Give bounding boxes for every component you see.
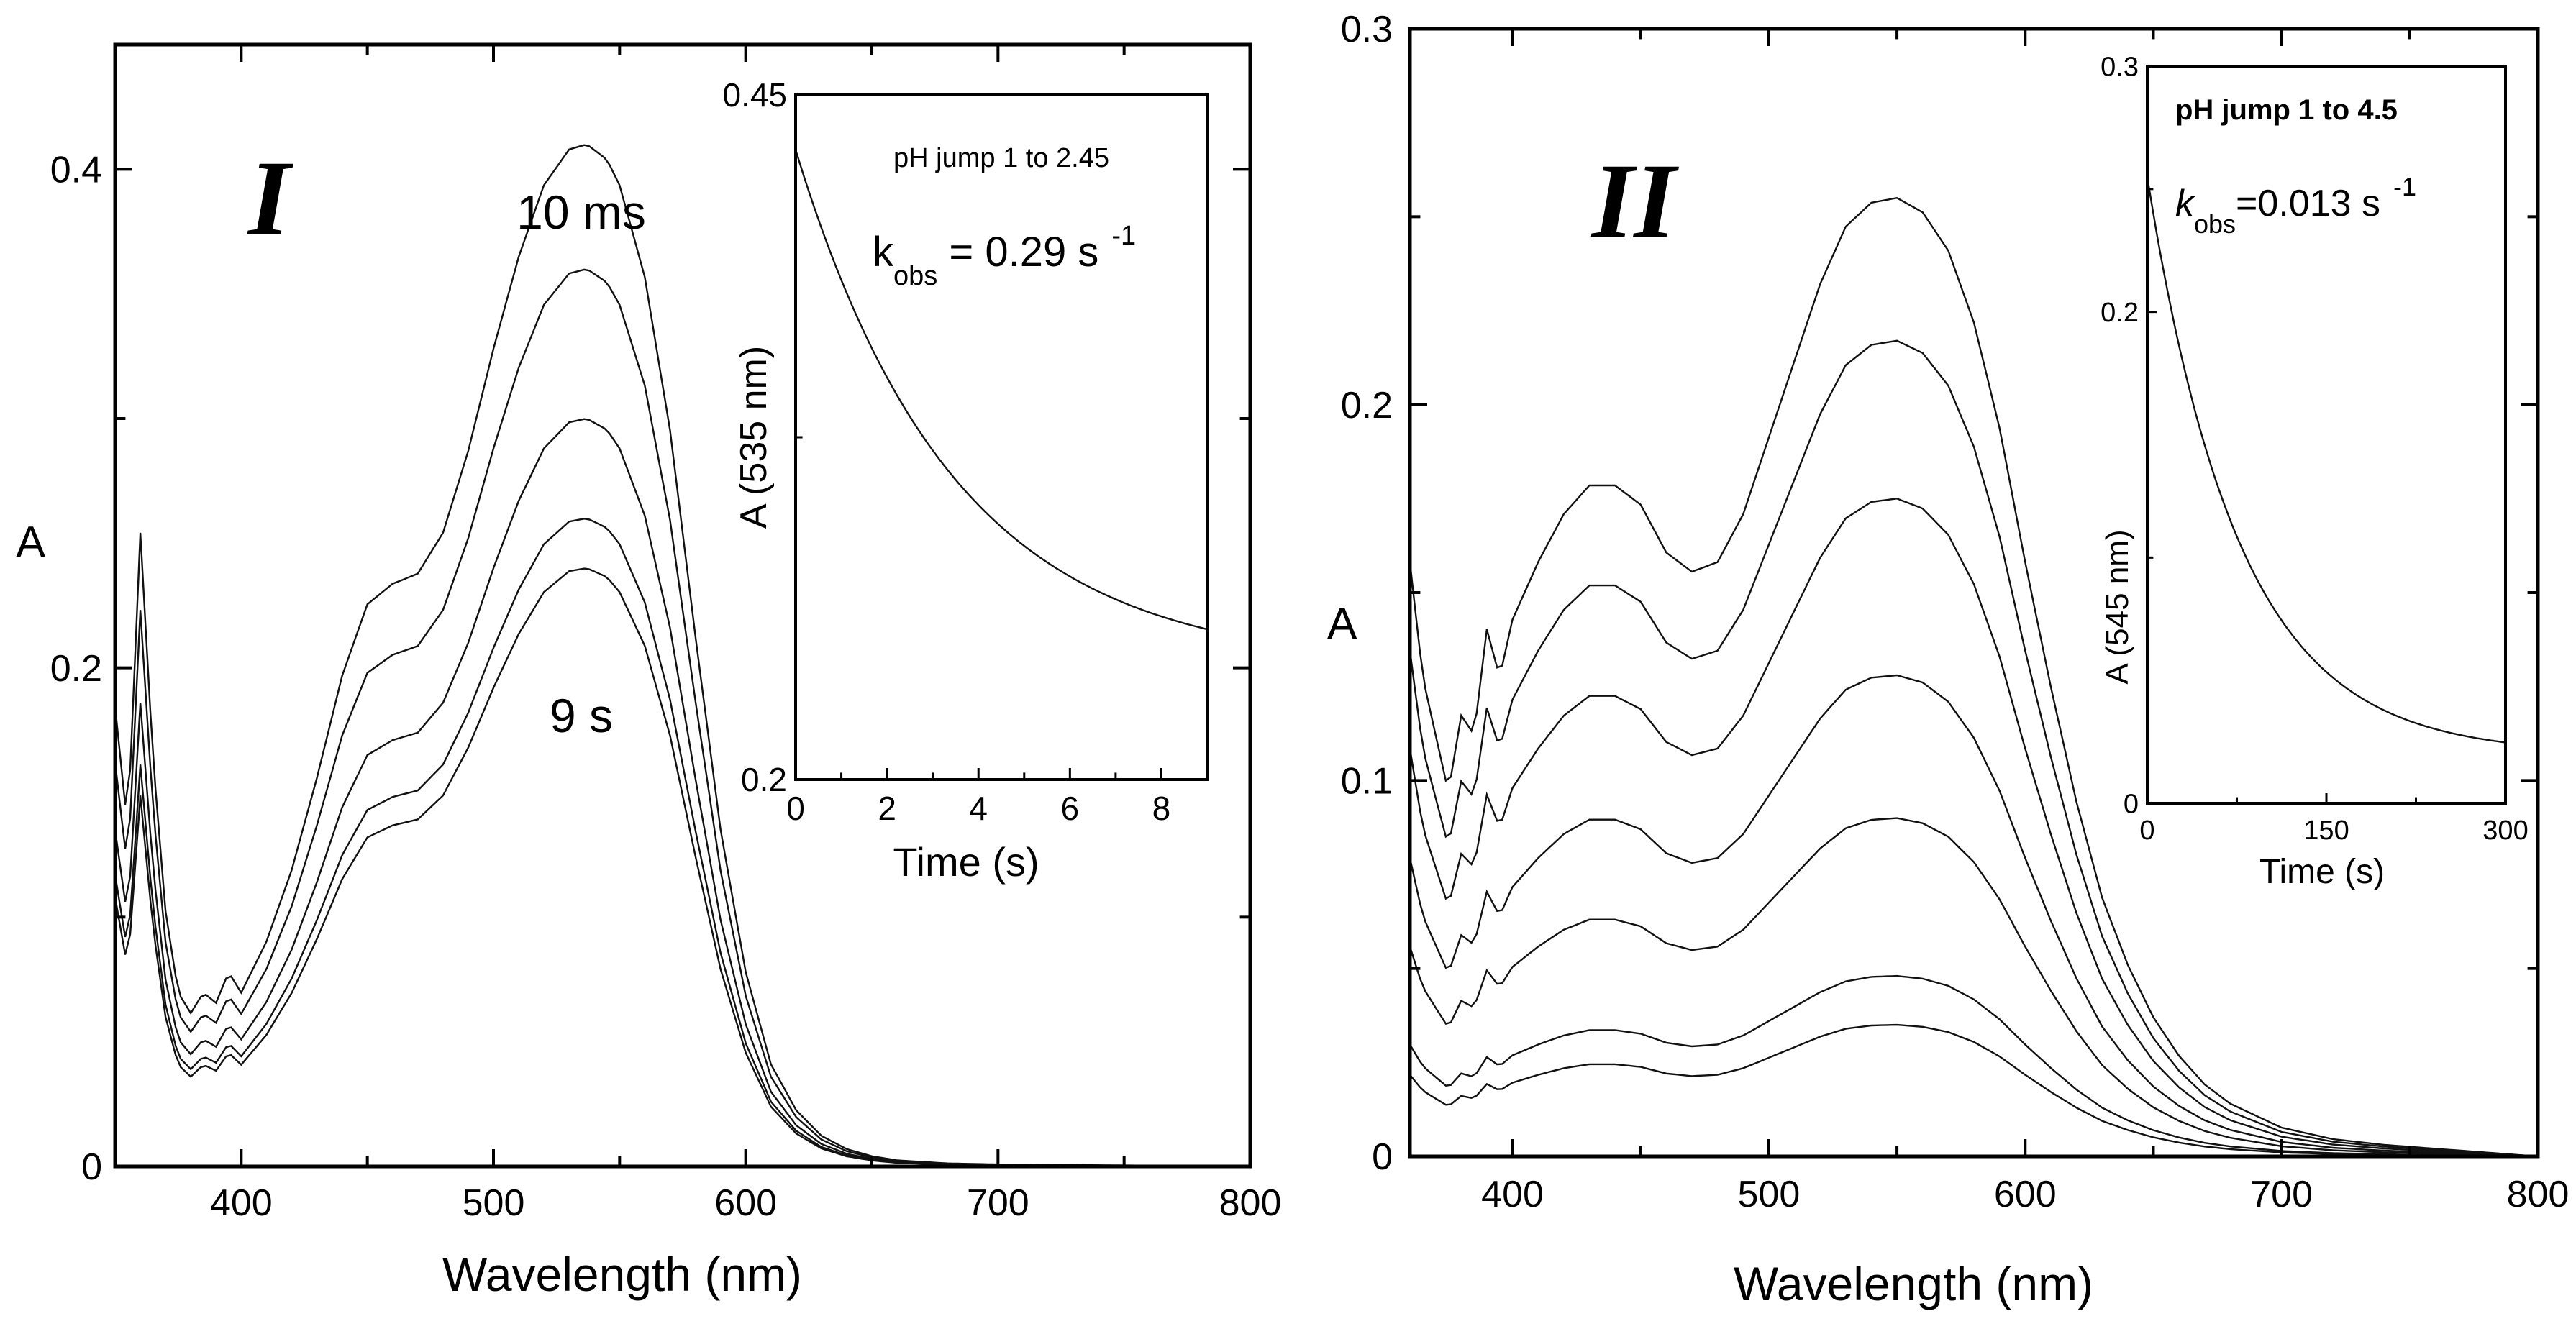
x-tick-label: 4 — [969, 790, 988, 827]
panel-ii-inset-decay — [2146, 176, 2506, 744]
y-tick-label: 0.3 — [2101, 52, 2139, 82]
spectrum-trace-2 — [1408, 339, 2539, 1158]
x-tick-label: 2 — [878, 790, 896, 827]
kobs-value: = 0.29 s — [937, 229, 1098, 275]
x-tick-label: 800 — [1219, 1182, 1282, 1224]
spectrum-trace-4 — [1408, 674, 2539, 1158]
panel-ii: II A Wavelength (nm) 400 500 600 700 800 0 0.… — [1327, 9, 2569, 1310]
kobs-symbol: k — [873, 229, 894, 275]
panel-ii-ylabel: A — [1327, 599, 1357, 649]
y-tick-label: 0.2 — [1341, 385, 1393, 426]
y-tick-label: 0.2 — [741, 761, 787, 798]
panel-i-inset: pH jump 1 to 2.45 kobs = 0.29 s -1 A (535… — [722, 76, 1209, 885]
panel-ii-inset-xlabel: Time (s) — [2259, 853, 2385, 891]
kobs-subscript: obs — [893, 261, 937, 291]
x-tick-label: 500 — [1738, 1174, 1801, 1215]
y-tick-label: 0.3 — [1341, 9, 1393, 50]
spectrum-trace-5 — [1408, 817, 2539, 1158]
panel-i-inset-title: pH jump 1 to 2.45 — [893, 143, 1109, 173]
x-tick-label: 700 — [967, 1182, 1029, 1224]
kobs-exponent: -1 — [2393, 172, 2416, 201]
y-tick-label: 0 — [1372, 1136, 1393, 1178]
decay-trace — [2146, 176, 2506, 744]
panel-i-inset-ylabel: A (535 nm) — [733, 346, 775, 529]
x-tick-label: 300 — [2482, 816, 2528, 846]
panel-i-inset-kobs: kobs = 0.29 s -1 — [873, 221, 1136, 291]
x-tick-label: 400 — [210, 1182, 273, 1224]
kobs-exponent: -1 — [1111, 221, 1136, 251]
panel-ii-inset-x-tick-labels: 0 150 300 — [2139, 816, 2528, 846]
x-tick-label: 600 — [1994, 1174, 2057, 1215]
panel-ii-inset-frame — [2146, 65, 2507, 805]
y-tick-label: 0.2 — [50, 648, 102, 690]
x-tick-label: 8 — [1152, 790, 1171, 827]
panel-ii-x-tick-labels: 400 500 600 700 800 — [1481, 1174, 2569, 1215]
panel-ii-inset-kobs: kobs=0.013 s -1 — [2175, 172, 2416, 239]
panel-i-ylabel: A — [16, 518, 46, 567]
kobs-value: =0.013 s — [2236, 183, 2380, 224]
y-tick-label: 0.1 — [1341, 761, 1393, 803]
x-tick-label: 800 — [2507, 1174, 2570, 1215]
panel-i: I A Wavelength (nm) 10 ms 9 s 400 500 600 7… — [16, 42, 1281, 1301]
x-tick-label: 600 — [714, 1182, 777, 1224]
panel-i-inset-x-tick-labels: 0 2 4 6 8 — [786, 790, 1170, 827]
x-tick-label: 700 — [2250, 1174, 2313, 1215]
panel-i-inset-background — [796, 95, 1207, 780]
spectrum-trace-1 — [1408, 196, 2539, 1158]
y-tick-label: 0.2 — [2101, 298, 2139, 328]
spectrum-trace-7 — [1409, 1023, 2539, 1158]
y-tick-label: 0 — [81, 1146, 102, 1188]
y-tick-label: 0.4 — [50, 150, 102, 191]
panel-i-xlabel: Wavelength (nm) — [442, 1248, 802, 1301]
decay-trace — [794, 149, 1208, 631]
y-tick-label: 0.45 — [722, 76, 787, 114]
panel-i-x-tick-labels: 400 500 600 700 800 — [210, 1182, 1281, 1224]
panel-i-inset-frame — [794, 93, 1209, 781]
panel-ii-xlabel: Wavelength (nm) — [1734, 1257, 2093, 1310]
spectrum-trace-3 — [1408, 498, 2539, 1158]
panel-i-frame — [113, 42, 1252, 1169]
panel-ii-inset-title: pH jump 1 to 4.5 — [2175, 94, 2398, 126]
x-tick-label: 0 — [2139, 816, 2154, 846]
x-tick-label: 500 — [463, 1182, 525, 1224]
panel-i-label: I — [247, 139, 293, 258]
kobs-subscript: obs — [2194, 209, 2236, 239]
y-tick-label: 0 — [2124, 789, 2139, 819]
panel-ii-inset-background — [2147, 66, 2506, 803]
x-tick-label: 0 — [786, 790, 805, 827]
panel-ii-inset-ylabel: A (545 nm) — [2100, 529, 2135, 684]
kobs-symbol: k — [2175, 183, 2196, 224]
x-tick-label: 6 — [1061, 790, 1080, 827]
panel-i-annotation-start: 10 ms — [516, 186, 646, 239]
panel-ii-frame — [1408, 27, 2540, 1159]
panel-ii-inset: pH jump 1 to 4.5 kobs=0.013 s -1 A (545 n… — [2100, 52, 2529, 891]
panel-i-inset-decay — [794, 149, 1208, 631]
panel-ii-y-tick-labels: 0 0.1 0.2 0.3 — [1341, 9, 1393, 1178]
panel-i-inset-xlabel: Time (s) — [893, 839, 1039, 885]
x-tick-label: 400 — [1481, 1174, 1544, 1215]
panel-i-y-tick-labels: 0 0.2 0.4 — [50, 150, 102, 1189]
panel-i-inset-y-tick-labels: 0.2 0.45 — [722, 76, 787, 798]
panel-i-annotation-end: 9 s — [550, 689, 613, 742]
panel-ii-label: II — [1590, 142, 1679, 261]
x-tick-label: 150 — [2303, 816, 2349, 846]
panel-ii-inset-y-tick-labels: 0 0.2 0.3 — [2101, 52, 2139, 819]
panel-ii-spectra — [1408, 196, 2539, 1158]
